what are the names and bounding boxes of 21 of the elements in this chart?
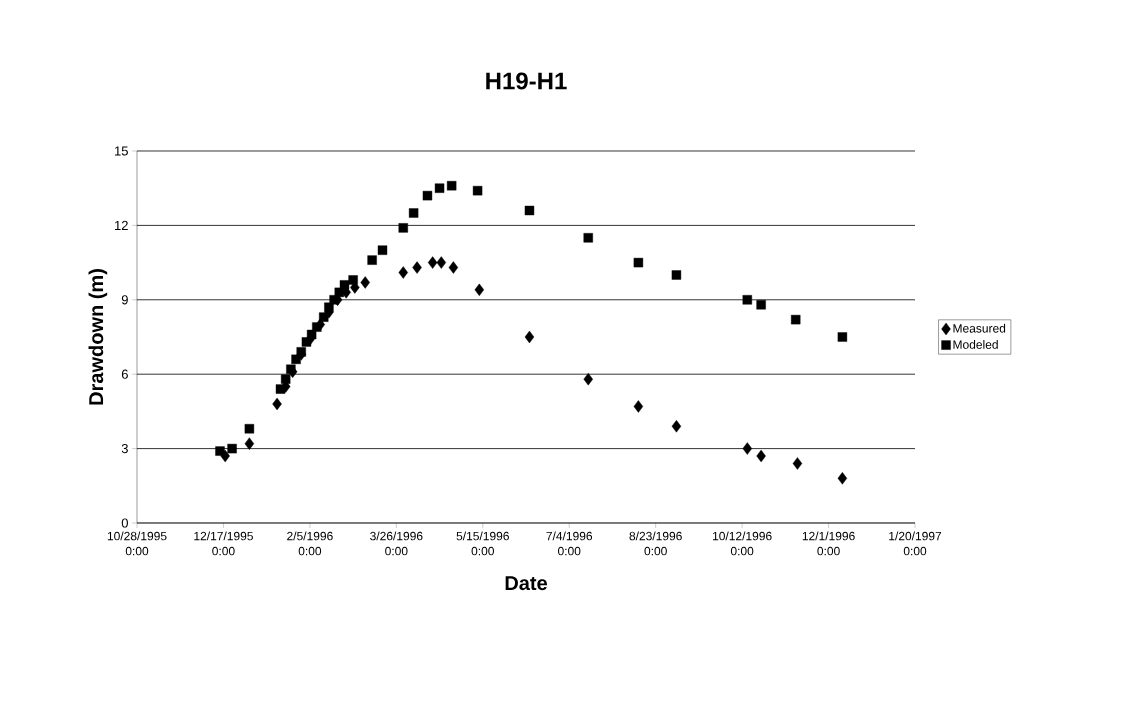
y-tick-label: 3 bbox=[121, 443, 128, 454]
y-tick-label: 15 bbox=[115, 146, 128, 156]
x-tick-label: 2/5/1996 0:00 bbox=[287, 531, 333, 556]
y-axis-title: Drawdown (m) bbox=[88, 269, 108, 405]
x-tick-label: 5/15/1996 0:00 bbox=[456, 531, 509, 556]
chart-title: H19-H1 bbox=[486, 72, 567, 90]
x-tick-label: 12/17/1995 0:00 bbox=[194, 531, 253, 556]
x-tick-label: 8/23/1996 0:00 bbox=[629, 531, 682, 556]
y-tick-label: 6 bbox=[121, 369, 128, 379]
legend-label: Measured bbox=[953, 323, 1006, 333]
x-tick-label: 10/12/1996 0:00 bbox=[713, 531, 772, 556]
x-axis-title: Date bbox=[505, 576, 547, 591]
y-tick-label: 12 bbox=[115, 220, 128, 230]
legend-label: Modeled bbox=[953, 339, 998, 349]
x-tick-label: 10/28/1995 0:00 bbox=[107, 531, 167, 556]
x-tick-label: 12/1/1996 0:00 bbox=[802, 531, 855, 556]
y-tick-label: 0 bbox=[121, 518, 128, 528]
x-tick-label: 3/26/1996 0:00 bbox=[370, 531, 423, 556]
x-tick-label: 7/4/1996 0:00 bbox=[546, 531, 593, 556]
x-tick-label: 1/20/1997 0:00 bbox=[889, 531, 942, 556]
y-tick-label: 9 bbox=[121, 295, 128, 305]
